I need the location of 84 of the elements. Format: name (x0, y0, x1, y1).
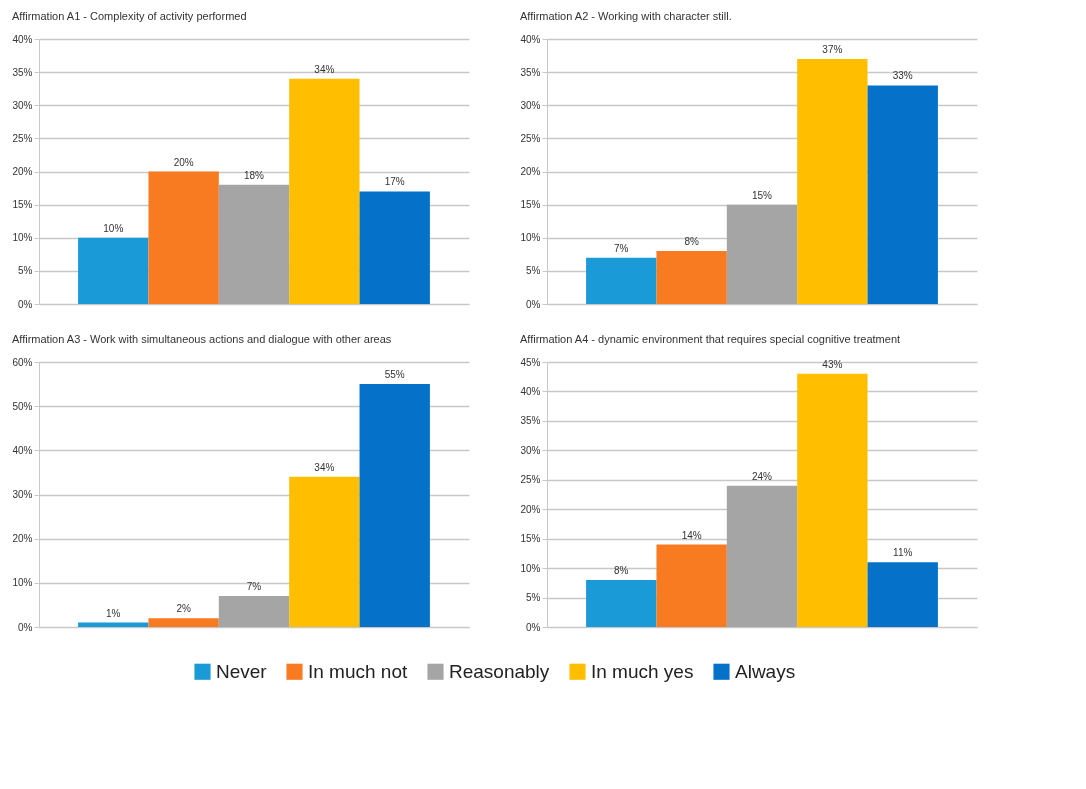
data-label: 34% (314, 461, 335, 473)
data-label: 8% (684, 236, 699, 247)
y-tick-label: 0% (526, 621, 541, 633)
data-label: 2% (176, 603, 191, 615)
data-label: 43% (822, 358, 843, 370)
bar (797, 373, 868, 627)
y-tick-label: 10% (520, 232, 541, 244)
y-tick-label: 5% (18, 265, 33, 277)
y-tick-label: 20% (12, 533, 33, 545)
bar (218, 596, 290, 627)
data-label: 33% (892, 70, 913, 82)
bar (78, 622, 149, 627)
data-label: 34% (314, 63, 335, 75)
bar (148, 618, 219, 627)
y-tick-label: 30% (12, 489, 33, 500)
data-label: 8% (614, 564, 629, 576)
y-tick-label: 40% (12, 33, 33, 45)
legend-label: In much yes (591, 660, 694, 682)
y-tick-label: 60% (12, 356, 33, 368)
bar (289, 78, 360, 304)
data-label: 7% (246, 581, 262, 593)
y-tick-label: 40% (520, 33, 541, 45)
data-label: 15% (751, 189, 773, 201)
data-label: 10% (103, 222, 124, 234)
bar (359, 191, 430, 304)
y-tick-label: 10% (12, 232, 33, 244)
y-tick-label: 35% (520, 415, 541, 427)
y-tick-label: 0% (18, 621, 33, 633)
legend-label: Never (216, 660, 268, 682)
bar (218, 184, 290, 304)
bar (867, 562, 938, 627)
legend-label: Reasonably (449, 660, 550, 682)
y-tick-label: 25% (12, 132, 33, 144)
y-tick-label: 20% (520, 166, 541, 177)
y-tick-label: 40% (12, 444, 33, 456)
data-label: 11% (893, 547, 913, 559)
y-tick-label: 25% (520, 474, 541, 486)
y-tick-label: 15% (12, 199, 33, 211)
y-tick-label: 45% (520, 356, 541, 368)
y-tick-label: 20% (12, 166, 33, 177)
y-tick-label: 15% (520, 199, 541, 211)
y-tick-label: 35% (12, 66, 33, 78)
y-tick-label: 0% (526, 298, 541, 310)
chart-title: Affirmation A2 - Working with character still. (519, 10, 732, 22)
data-label: 55% (384, 369, 405, 381)
bar (586, 257, 657, 304)
data-label: 7% (614, 242, 629, 254)
data-label: 37% (822, 43, 843, 55)
bar (656, 544, 727, 627)
y-tick-label: 50% (12, 400, 33, 412)
y-tick-label: 30% (520, 99, 541, 111)
y-tick-label: 35% (520, 66, 541, 78)
bar (586, 579, 657, 627)
bar (656, 251, 727, 304)
y-tick-label: 5% (526, 265, 541, 277)
y-tick-label: 25% (520, 132, 541, 144)
data-label: 20% (173, 156, 194, 168)
data-label: 1% (106, 607, 121, 619)
chart-title: Affirmation A3 - Work with simultaneous actions and dialogue with other areas (11, 333, 392, 345)
y-tick-label: 40% (520, 385, 541, 397)
data-label: 24% (751, 470, 773, 482)
y-tick-label: 30% (520, 444, 541, 456)
chart-title: Affirmation A1 - Complexity of activity performed (11, 10, 247, 22)
y-tick-label: 5% (526, 592, 541, 604)
bar (289, 476, 360, 627)
y-tick-label: 15% (520, 533, 541, 545)
bar (797, 58, 868, 304)
bar (78, 237, 149, 304)
bar (726, 204, 798, 304)
legend-label: In much not (308, 660, 408, 682)
y-tick-label: 20% (520, 503, 541, 515)
bar (867, 85, 938, 304)
y-tick-label: 10% (12, 577, 33, 589)
bar (726, 485, 798, 627)
data-label: 14% (681, 529, 702, 541)
y-tick-label: 30% (12, 99, 33, 111)
data-label: 17% (384, 176, 405, 188)
y-tick-label: 10% (520, 562, 541, 574)
bar (148, 171, 219, 304)
chart-title: Affirmation A4 - dynamic environment that requires special cognitive treatment (519, 333, 901, 345)
data-label: 18% (243, 169, 265, 181)
legend-label: Always (735, 660, 796, 682)
bar (359, 384, 430, 627)
y-tick-label: 0% (18, 298, 33, 310)
